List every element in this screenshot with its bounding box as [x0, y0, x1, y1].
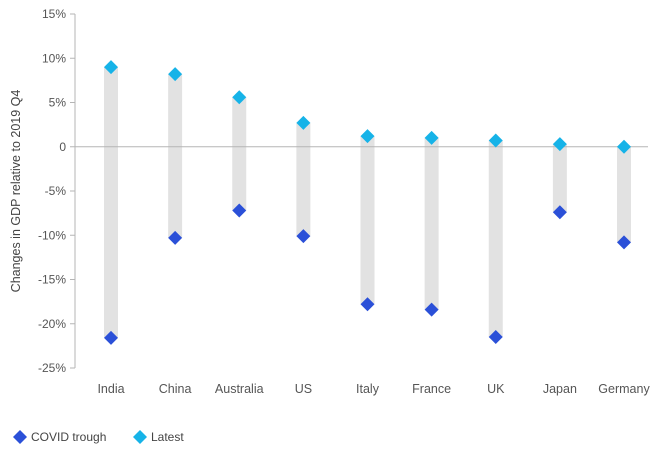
range-bars — [104, 67, 631, 338]
latest-point — [168, 67, 183, 82]
legend-label: Latest — [151, 430, 184, 444]
x-category-label: France — [412, 382, 451, 396]
x-category-label: US — [295, 382, 312, 396]
range-bar-italy — [360, 136, 375, 305]
latest-point — [232, 90, 247, 105]
range-bar-uk — [488, 140, 503, 338]
y-axis-ticks: 15% 10% 5% 0 -5% -10% -15% -20% -25% — [38, 7, 75, 375]
latest-point — [488, 133, 503, 148]
range-bar-us — [296, 122, 311, 237]
legend-marker — [13, 430, 27, 444]
x-category-label: UK — [487, 382, 505, 396]
x-category-label: Germany — [598, 382, 650, 396]
latest-point — [424, 130, 439, 145]
data-markers — [104, 60, 631, 345]
y-tick-label: -25% — [38, 361, 66, 375]
y-tick-label: 5% — [49, 96, 67, 110]
legend: COVID trough Latest — [13, 430, 184, 444]
covid-trough-point — [617, 235, 631, 250]
covid-trough-point — [232, 203, 247, 218]
covid-trough-point — [360, 297, 375, 312]
y-tick-label: 10% — [42, 51, 66, 65]
range-bar-india — [104, 67, 118, 338]
y-tick-label: -15% — [38, 273, 66, 287]
covid-trough-point — [424, 302, 439, 317]
y-axis-title: Changes in GDP relative to 2019 Q4 — [9, 90, 23, 293]
latest-point — [552, 137, 567, 152]
covid-trough-point — [552, 205, 567, 220]
covid-trough-point — [104, 330, 118, 345]
range-bar-france — [424, 137, 439, 310]
x-category-label: Italy — [356, 382, 380, 396]
covid-trough-point — [296, 229, 311, 244]
x-category-label: Japan — [543, 382, 577, 396]
x-axis-labels: India China Australia US Italy France UK Japan G… — [97, 382, 650, 396]
latest-point — [617, 139, 631, 154]
range-bar-australia — [232, 97, 247, 211]
range-bar-japan — [552, 144, 567, 213]
y-tick-label: -20% — [38, 317, 66, 331]
y-tick-label: -5% — [45, 184, 67, 198]
latest-point — [360, 129, 375, 144]
x-category-label: China — [159, 382, 192, 396]
latest-point — [104, 60, 118, 75]
y-tick-label: 15% — [42, 7, 66, 21]
legend-marker — [133, 430, 147, 444]
covid-trough-point — [168, 230, 183, 245]
x-category-label: Australia — [215, 382, 264, 396]
range-bar-germany — [617, 146, 631, 243]
covid-trough-point — [488, 330, 503, 345]
legend-label: COVID trough — [31, 430, 106, 444]
range-bar-china — [168, 74, 183, 238]
y-tick-label: -10% — [38, 228, 66, 242]
latest-point — [296, 115, 311, 130]
x-category-label: India — [97, 382, 124, 396]
y-tick-label: 0 — [59, 140, 66, 154]
